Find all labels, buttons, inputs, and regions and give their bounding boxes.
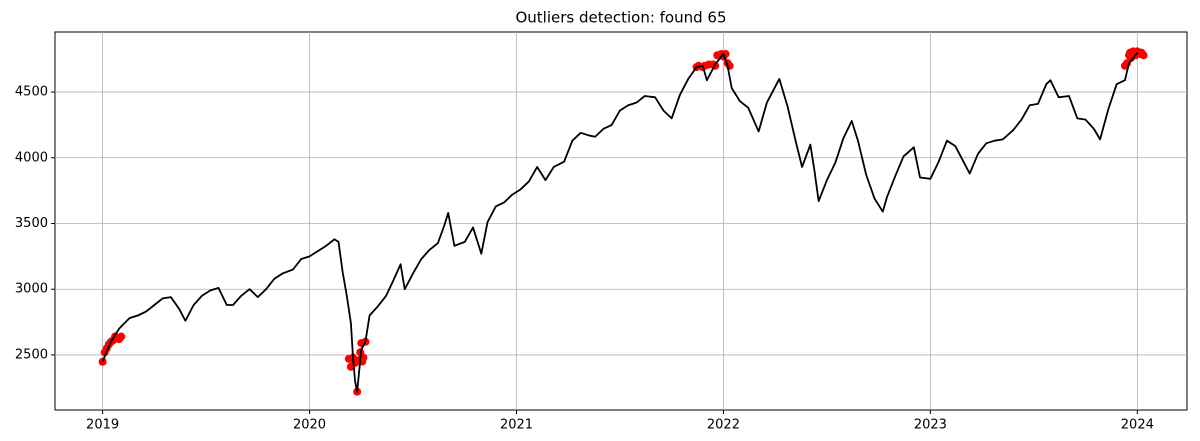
x-tick-label: 2019	[86, 418, 119, 433]
outlier-point	[1139, 51, 1148, 60]
outlier-point	[98, 357, 107, 366]
chart-title: Outliers detection: found 65	[515, 9, 726, 27]
x-tick-label: 2024	[1121, 418, 1154, 433]
x-tick-label: 2020	[293, 418, 326, 433]
plot-frame	[54, 31, 1188, 411]
price-line	[101, 52, 1139, 393]
y-tick-label: 3500	[15, 216, 48, 231]
x-tick-label: 2021	[500, 418, 533, 433]
x-tick-label: 2022	[707, 418, 740, 433]
y-tick-label: 4500	[15, 85, 48, 100]
y-tick-label: 3000	[15, 282, 48, 297]
outlier-point	[117, 332, 126, 341]
y-tick-label: 4000	[15, 150, 48, 165]
x-tick-label: 2023	[914, 418, 947, 433]
y-tick-label: 2500	[15, 347, 48, 362]
